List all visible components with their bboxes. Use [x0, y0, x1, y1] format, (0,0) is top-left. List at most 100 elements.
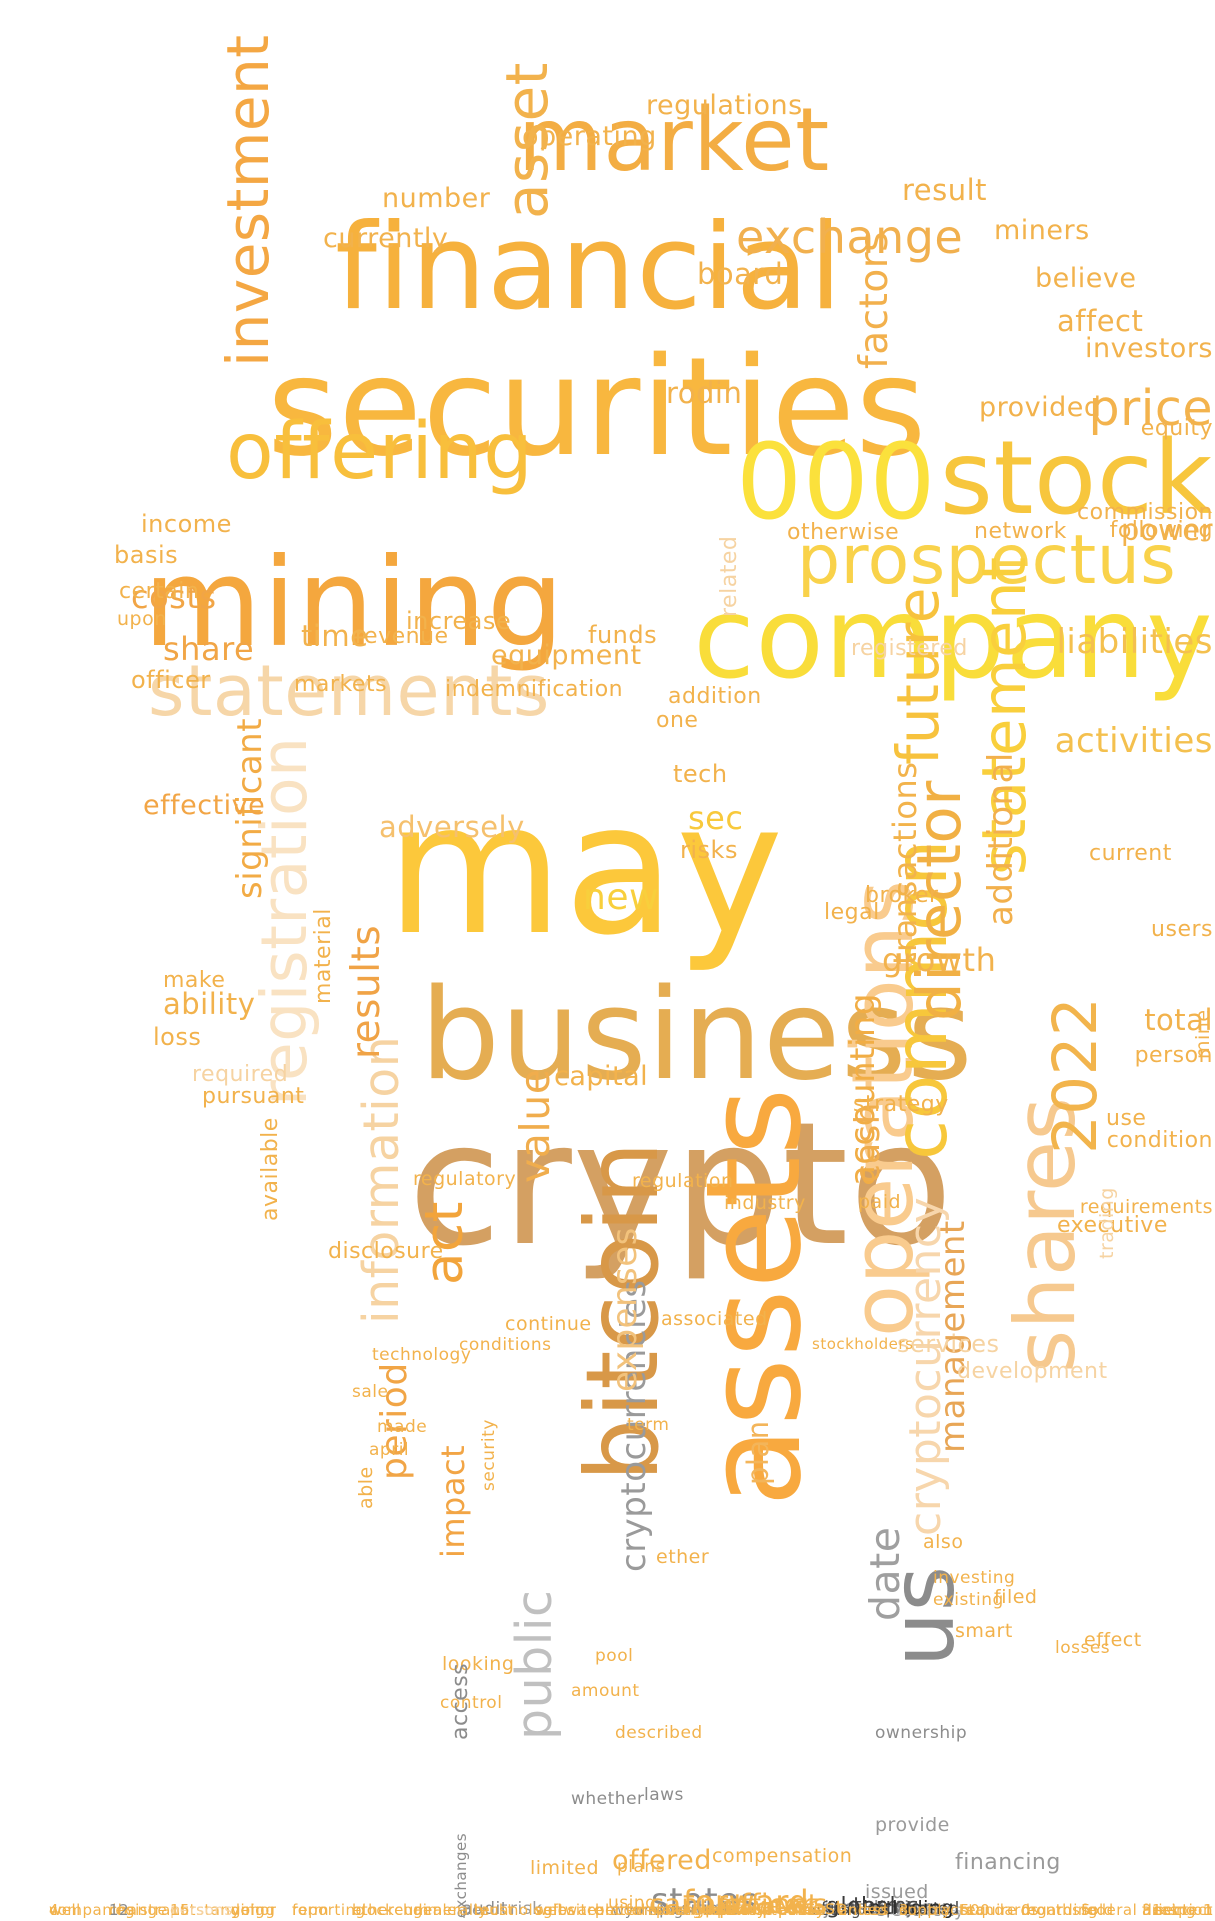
- word-registrant: registrant: [109, 1901, 188, 1919]
- word-april: april: [369, 1440, 410, 1460]
- word-dealer: dealer: [413, 1901, 464, 1919]
- word-offered: offered: [612, 1845, 712, 1876]
- word-may: may: [386, 763, 785, 975]
- word-united: united: [595, 1901, 646, 1919]
- word-price: price: [1088, 380, 1213, 437]
- word-value: value: [511, 1068, 559, 1184]
- word-respect: respect: [1153, 1901, 1213, 1919]
- word-existing: existing: [933, 1590, 1004, 1610]
- word-blockchain: blockchain: [352, 1901, 438, 1919]
- word-paid: paid: [858, 1191, 902, 1213]
- word-officer: officer: [131, 666, 211, 694]
- word-legal: legal: [824, 900, 880, 925]
- word-impact: impact: [434, 1444, 472, 1558]
- word-based: based: [906, 1899, 960, 1919]
- word-revenue: revenue: [355, 624, 449, 649]
- word-liabilities: liabilities: [1056, 622, 1213, 662]
- word-future: future: [884, 587, 952, 765]
- word-outstanding: outstanding: [170, 1901, 266, 1919]
- word-first: first: [821, 1899, 857, 1919]
- word-5: 5: [1081, 1901, 1092, 1919]
- word-growth: growth: [882, 941, 997, 979]
- word-officers: officers: [724, 1889, 828, 1920]
- word-related: related: [717, 535, 742, 617]
- word-indemnification: indemnification: [445, 677, 624, 702]
- word-costs: costs: [131, 578, 217, 616]
- word-tech: tech: [673, 760, 728, 788]
- word-additional: additional: [981, 752, 1021, 926]
- word-factors: factors: [852, 230, 897, 369]
- word-ethereum: ethereum: [352, 1901, 430, 1919]
- word-condition: condition: [1106, 1128, 1213, 1153]
- word-requirements: requirements: [1079, 1196, 1213, 1218]
- word-arising: arising: [1142, 1901, 1197, 1919]
- word-rodin: rodin: [666, 376, 743, 410]
- word-sale: sale: [352, 1382, 389, 1402]
- word-use: use: [1106, 1106, 1147, 1131]
- word-losses: losses: [1055, 1638, 1111, 1658]
- word-described: described: [615, 1723, 703, 1743]
- word-equipment: equipment: [491, 640, 642, 671]
- word-software: software: [535, 1901, 604, 1919]
- word-ether: ether: [656, 1546, 710, 1568]
- word-result: result: [902, 173, 988, 207]
- word-penny: penny: [717, 1901, 767, 1919]
- word-also: also: [923, 1531, 964, 1553]
- word-regulation: regulation: [632, 1170, 734, 1192]
- word-electricity: electricity: [875, 1901, 965, 1921]
- word-provide: provide: [875, 1814, 950, 1836]
- word-income: income: [141, 510, 232, 538]
- word-yehor: yehor: [231, 1901, 277, 1919]
- word-opinion: opinion: [875, 1899, 942, 1919]
- word-prospects: prospects: [719, 1897, 817, 1919]
- word-changes: changes: [656, 1901, 723, 1919]
- word-date: date: [861, 1526, 909, 1621]
- word-require: require: [960, 1901, 1017, 1919]
- word-reporting: reporting: [292, 1901, 366, 1919]
- word-change: change: [109, 1901, 168, 1919]
- word-certain: certain: [119, 579, 200, 604]
- word-stock: stock: [939, 419, 1213, 538]
- word-global: global: [826, 1894, 897, 1919]
- word-estimated: estimated: [717, 1901, 798, 1919]
- word-going: going: [231, 1901, 276, 1919]
- word-operating: operating: [522, 121, 657, 152]
- word-jurisdiction: jurisdiction: [824, 1897, 935, 1919]
- word-term: term: [627, 1415, 670, 1435]
- word-number: number: [382, 183, 491, 214]
- word-states: states: [651, 1881, 758, 1921]
- word-risks: risks: [680, 836, 738, 864]
- word-adversely: adversely: [379, 810, 525, 844]
- word-currently: currently: [323, 223, 449, 254]
- word-must: must: [474, 1901, 514, 1919]
- word-audit: audit: [462, 1899, 508, 1919]
- word-12: 12: [109, 1901, 130, 1919]
- word-compensation: compensation: [712, 1845, 853, 1867]
- word-standards: standards: [960, 1901, 1039, 1919]
- word-using: using: [608, 1893, 657, 1913]
- word-generally: generally: [413, 1901, 488, 1919]
- word-security: security: [479, 1419, 499, 1491]
- word-investment: investment: [214, 34, 282, 367]
- word-persons: persons: [170, 1901, 233, 1919]
- word-addition: addition: [668, 684, 762, 709]
- word-including: including: [863, 1897, 955, 1919]
- word-equity: equity: [1140, 416, 1213, 441]
- word-laws: laws: [644, 1785, 684, 1805]
- word-months: months: [1021, 1901, 1081, 1919]
- word-basis: basis: [114, 541, 179, 569]
- word-hosting: hosting: [802, 1901, 862, 1919]
- word-500: 500: [960, 1901, 991, 1919]
- word-access: access: [448, 1662, 473, 1740]
- word-trading: trading: [1096, 1187, 1118, 1259]
- word-platforms: platforms: [595, 1901, 672, 1919]
- word-expenses: expenses: [605, 1227, 645, 1392]
- word-federal: federal: [1081, 1901, 1138, 1919]
- word-regarding: regarding: [1021, 1901, 1098, 1919]
- word-section: section: [1155, 1901, 1213, 1919]
- word-technology: technology: [372, 1345, 472, 1365]
- word-disclosure: disclosure: [328, 1239, 444, 1264]
- word-available: available: [258, 1117, 283, 1221]
- word-executive: executive: [1057, 1213, 1168, 1238]
